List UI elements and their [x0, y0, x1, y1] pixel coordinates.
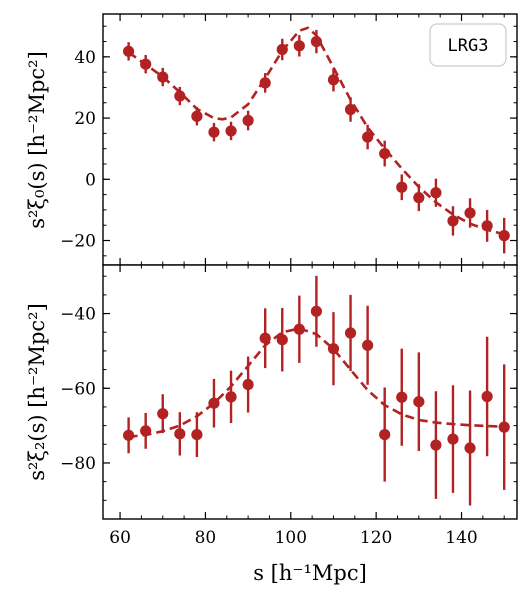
data-point [310, 305, 323, 317]
data-point [140, 425, 152, 437]
legend-frame [429, 23, 507, 67]
data-point [327, 343, 340, 355]
x-tick-label: 120 [360, 528, 392, 548]
plot-frame-bottom [102, 264, 518, 520]
data-point [123, 429, 135, 441]
top-ticks: −20 0 20 40 [60, 14, 517, 265]
y-tick-label: 0 [85, 170, 96, 190]
data-point [344, 103, 357, 116]
data-point [191, 110, 203, 122]
data-point [498, 230, 510, 242]
y-tick-label: −40 [60, 305, 96, 325]
data-point [362, 131, 374, 143]
panel-quadrupole: 60 80 100 120 140 −80 −60 −40 s²ξ₂(s) [h⁻²Mpc²]… [25, 264, 518, 585]
data-point [362, 339, 374, 351]
data-point [174, 428, 186, 440]
data-point [498, 421, 510, 433]
data-point [379, 147, 391, 160]
data-point [430, 187, 442, 199]
y-axis-label-bottom: s²ξ₂(s) [h⁻²Mpc²] [25, 303, 49, 481]
y-tick-label: 40 [74, 48, 96, 68]
bottom-ticks: 60 80 100 120 140 −80 −60 −40 [60, 265, 517, 548]
data-point [242, 378, 254, 391]
data-point [191, 428, 203, 441]
data-point [140, 58, 152, 70]
data-point [259, 77, 271, 89]
legend-box: LRG3 [429, 23, 507, 67]
data-point [225, 125, 237, 137]
x-tick-label: 100 [275, 528, 307, 548]
x-tick-label: 80 [195, 528, 217, 548]
data-point [310, 35, 323, 48]
data-point [413, 396, 425, 408]
data-point [157, 408, 169, 420]
data-point [293, 40, 305, 52]
data-point [464, 442, 476, 454]
data-point [123, 45, 135, 57]
legend-label: LRG3 [448, 36, 489, 56]
data-point [413, 192, 425, 204]
data-point [276, 43, 288, 56]
data-point [396, 181, 408, 193]
data-point [259, 332, 271, 344]
data-point [344, 327, 357, 339]
data-point [481, 220, 493, 232]
x-tick-label: 60 [109, 528, 131, 548]
data-point [276, 334, 288, 346]
x-tick-label: 140 [445, 528, 477, 548]
data-point [327, 74, 340, 86]
x-axis-label: s [h⁻¹Mpc] [253, 561, 367, 585]
y-tick-label: −60 [60, 379, 96, 399]
panel-monopole: −20 0 20 40 LRG3 s²ξ₀(s) [h⁻²Mpc²] [25, 13, 518, 266]
data-point [208, 126, 220, 138]
data-point [225, 391, 237, 403]
data-point [430, 439, 442, 451]
data-point [447, 433, 459, 445]
data-point [396, 391, 408, 403]
data-point [174, 90, 186, 102]
data-point [447, 215, 459, 227]
data-point [481, 390, 493, 403]
data-point [293, 323, 305, 335]
y-tick-label: 20 [74, 109, 96, 129]
y-axis-label-top: s²ξ₀(s) [h⁻²Mpc²] [25, 51, 49, 229]
data-point [464, 207, 476, 219]
y-tick-label: −20 [60, 232, 96, 252]
data-point [208, 397, 220, 409]
data-points-quadrupole [123, 275, 510, 506]
data-point [157, 71, 169, 83]
data-points-monopole [123, 29, 510, 254]
y-tick-label: −80 [60, 454, 96, 474]
data-point [379, 428, 391, 441]
data-point [242, 114, 254, 127]
